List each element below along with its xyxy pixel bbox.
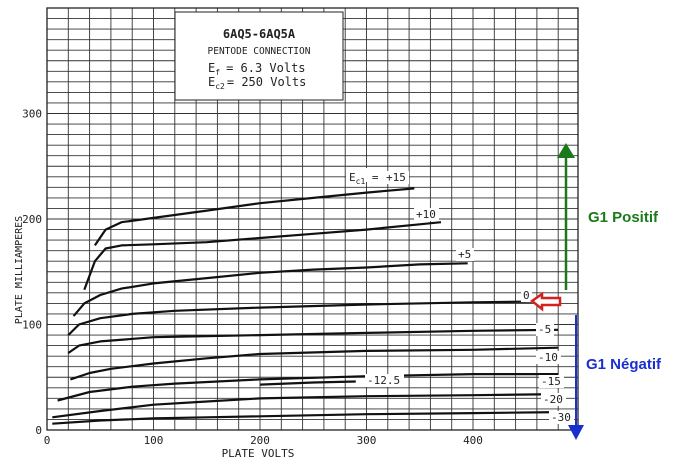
curve-label: +15: [386, 171, 406, 184]
curve-label-bg: [521, 289, 532, 302]
negative-arrow-head: [568, 425, 584, 440]
curve-ec1--15: [57, 373, 559, 402]
title-line-3: Ef = 6.3 Volts: [208, 61, 306, 77]
curve-label: -20: [543, 393, 563, 406]
title-line-4: Ec2 = 250 Volts: [208, 75, 306, 91]
curve-label: -5: [538, 323, 551, 336]
y-tick-label: 200: [22, 213, 42, 226]
curve-label-bg: [456, 248, 474, 261]
curve-label-bg: [549, 411, 574, 424]
x-axis-label: PLATE VOLTS: [222, 447, 295, 460]
g1-negative-annotation: G1 Négatif: [568, 315, 662, 440]
g1-negative-label: G1 Négatif: [586, 356, 662, 373]
curve-ec1--12.5: [259, 380, 356, 386]
title-line-2: PENTODE CONNECTION: [208, 46, 311, 57]
curve-label: -12.5: [367, 374, 400, 387]
curve-label-bg: [536, 351, 561, 364]
title-box: 6AQ5-6AQ5A PENTODE CONNECTION Ef = 6.3 Vo…: [174, 11, 344, 101]
series-label-prefix: Ec1 =: [349, 171, 379, 186]
x-tick-label: 0: [44, 434, 51, 447]
y-tick-label: 0: [35, 424, 42, 437]
curve-label: +5: [458, 248, 471, 261]
curve-label-bg: [365, 374, 404, 387]
positive-arrow-head: [557, 143, 575, 158]
curve-label-bg: [414, 208, 439, 221]
title-line-1: 6AQ5-6AQ5A: [223, 27, 296, 41]
plot-frame: [46, 7, 579, 431]
x-tick-label: 100: [144, 434, 164, 447]
curve-label: -15: [541, 375, 561, 388]
curves: [52, 187, 559, 425]
curve-ec1-+10: [83, 221, 442, 291]
curve-label-bg: [539, 375, 564, 388]
tick-labels: 0 100 200 300 400 0 100 200 300: [22, 108, 483, 448]
curve-ec1-+15: [93, 187, 415, 247]
curve-ec1-+5: [72, 262, 468, 317]
zero-bias-marker-arrow: [529, 291, 562, 312]
x-tick-label: 300: [357, 434, 377, 447]
x-tick-label: 200: [250, 434, 270, 447]
curve-labels: +15 +10 +5 0 -5 -10 -15 -12.5 -20 -30 Ec1 =: [346, 168, 574, 424]
curve-ec1--5: [67, 328, 559, 354]
curve-label: 0: [523, 289, 530, 302]
curve-label: +10: [416, 208, 436, 221]
g1-positive-label: G1 Positif: [588, 209, 659, 226]
curve-label: -30: [551, 411, 571, 424]
red-arrow-marker: [529, 291, 562, 312]
y-tick-label: 300: [22, 108, 42, 121]
curve-ec1-0: [67, 300, 559, 336]
curve-label: -10: [538, 351, 558, 364]
y-tick-label: 100: [22, 319, 42, 332]
curve-ec1--30: [52, 411, 559, 425]
x-tick-label: 400: [463, 434, 483, 447]
g1-positive-annotation: G1 Positif: [557, 143, 659, 290]
y-axis-label: PLATE MILLIAMPERES: [14, 216, 25, 324]
curve-ec1--10: [70, 346, 559, 381]
curve-label-bg: [541, 393, 566, 406]
curve-ec1--20: [52, 393, 559, 419]
plot-border: [46, 7, 579, 431]
series-prefix-bg: [346, 168, 384, 182]
curve-label-bg: [536, 323, 554, 336]
curve-label-bg: [384, 171, 409, 184]
